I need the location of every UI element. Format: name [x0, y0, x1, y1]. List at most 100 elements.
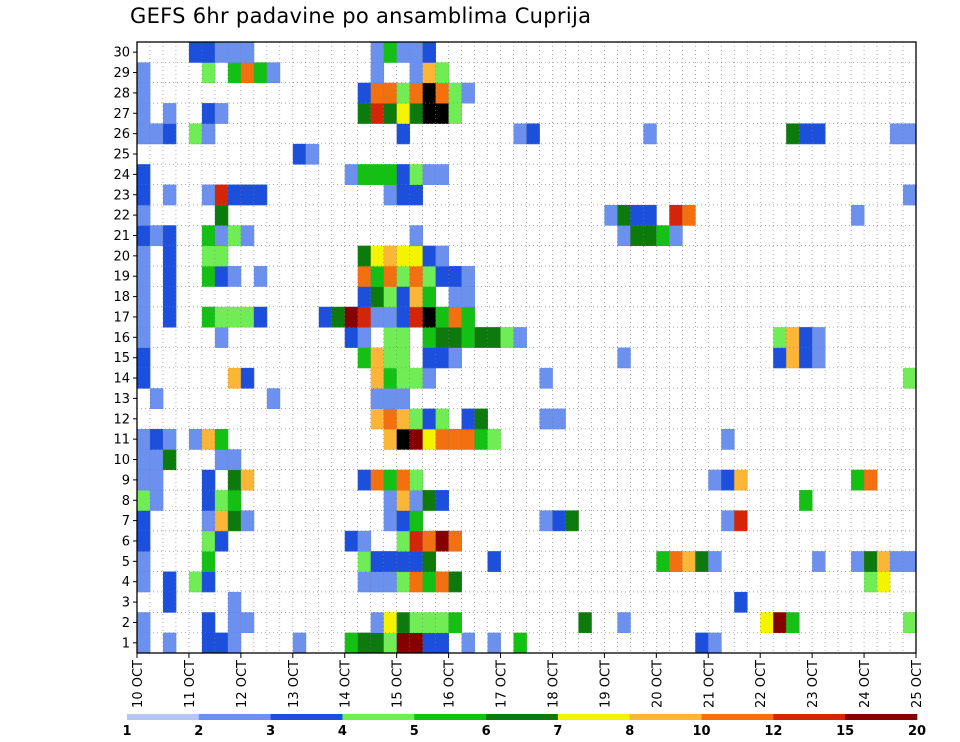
heatmap-cell [357, 327, 372, 348]
heatmap-cell [201, 510, 216, 532]
heatmap-cell [487, 327, 501, 348]
y-tick-label: 22 [113, 209, 130, 224]
heatmap-cell [812, 327, 826, 348]
y-tick-label: 2 [122, 616, 130, 631]
heatmap-cell [396, 347, 411, 369]
heatmap-cell [357, 306, 372, 328]
heatmap-cell [396, 123, 411, 145]
heatmap-cell [409, 42, 424, 63]
heatmap-cell [357, 530, 372, 552]
heatmap-cell [188, 571, 203, 593]
heatmap-cell [396, 286, 411, 308]
heatmap-cell [201, 123, 216, 145]
heatmap-cell [682, 204, 696, 226]
heatmap-cell [552, 408, 566, 430]
heatmap-cell [409, 164, 424, 185]
heatmap-cell [396, 571, 411, 593]
heatmap-cell [214, 530, 229, 552]
heatmap-cell [409, 103, 424, 124]
heatmap-cell [773, 347, 787, 369]
heatmap-cell [137, 123, 151, 145]
y-tick-label: 8 [122, 494, 130, 509]
heatmap-cell [799, 327, 813, 348]
y-tick-label: 26 [113, 127, 130, 142]
heatmap-cell [578, 612, 592, 634]
heatmap-cell [474, 428, 488, 450]
heatmap-cell [370, 571, 385, 593]
heatmap-cell [344, 530, 359, 552]
heatmap-cell [383, 469, 398, 491]
heatmap-cell [851, 551, 865, 572]
y-tick-label: 11 [113, 433, 130, 448]
heatmap-cell [137, 632, 151, 654]
heatmap-cell [137, 571, 151, 593]
heatmap-cell [422, 490, 437, 511]
heatmap-cell [786, 327, 800, 348]
x-tick-label: 11 OCT [183, 660, 198, 708]
heatmap-cell [604, 204, 618, 226]
heatmap-cell [903, 367, 917, 389]
heatmap-cell [383, 184, 398, 206]
legend-label: 5 [410, 724, 419, 739]
heatmap-cell [383, 428, 398, 450]
heatmap-cell [864, 469, 878, 491]
heatmap-cell [162, 103, 177, 124]
heatmap-cell [864, 571, 878, 593]
heatmap-cell [240, 225, 255, 247]
heatmap-cell [708, 551, 722, 572]
heatmap-cell [812, 551, 826, 572]
heatmap-cell [383, 82, 398, 104]
heatmap-cell [214, 510, 229, 532]
heatmap-cell [422, 266, 437, 287]
heatmap-cell [565, 510, 579, 532]
x-tick-label: 10 OCT [131, 660, 146, 708]
heatmap-cell [162, 449, 177, 471]
heatmap-cell [448, 347, 462, 369]
heatmap-cell [643, 123, 657, 145]
heatmap-cell [227, 469, 242, 491]
y-tick-label: 29 [113, 66, 130, 81]
heatmap-cell [786, 347, 800, 369]
heatmap-cell [461, 266, 475, 287]
legend-swatch [198, 714, 271, 720]
heatmap-cell [370, 306, 385, 328]
heatmap-cell [201, 266, 216, 287]
heatmap-cell [422, 42, 437, 63]
heatmap-cell [137, 449, 151, 471]
heatmap-cell [890, 123, 904, 145]
heatmap-cell [396, 490, 411, 511]
y-tick-label: 30 [113, 46, 130, 61]
legend-swatch [414, 714, 487, 720]
heatmap-cell [409, 469, 424, 491]
heatmap-cell [201, 632, 216, 654]
heatmap-cell [409, 82, 424, 104]
legend-label: 10 [692, 724, 710, 739]
heatmap-cell [344, 164, 359, 185]
heatmap-cell [435, 612, 449, 634]
heatmap-cell [162, 632, 177, 654]
heatmap-cell [370, 367, 385, 389]
heatmap-cell [201, 245, 216, 267]
heatmap-cell [799, 490, 813, 511]
x-tick-label: 23 OCT [806, 660, 821, 708]
heatmap-cell [383, 245, 398, 267]
heatmap-cell [461, 428, 475, 450]
x-tick-label: 25 OCT [910, 660, 925, 708]
y-tick-label: 20 [113, 249, 130, 264]
heatmap-cell [214, 490, 229, 511]
heatmap-cell [240, 306, 255, 328]
heatmap-cell [344, 306, 359, 328]
heatmap-cell [903, 551, 917, 572]
y-tick-label: 10 [113, 453, 130, 468]
heatmap-cell [370, 82, 385, 104]
heatmap-cell [396, 245, 411, 267]
heatmap-cell [422, 286, 437, 308]
heatmap-cell [201, 225, 216, 247]
heatmap-cell [773, 612, 787, 634]
heatmap-cell [734, 591, 748, 613]
heatmap-cell [344, 632, 359, 654]
heatmap-cell [435, 347, 449, 369]
heatmap-cell [409, 225, 424, 247]
heatmap-cell [227, 62, 242, 84]
heatmap-cell [409, 286, 424, 308]
